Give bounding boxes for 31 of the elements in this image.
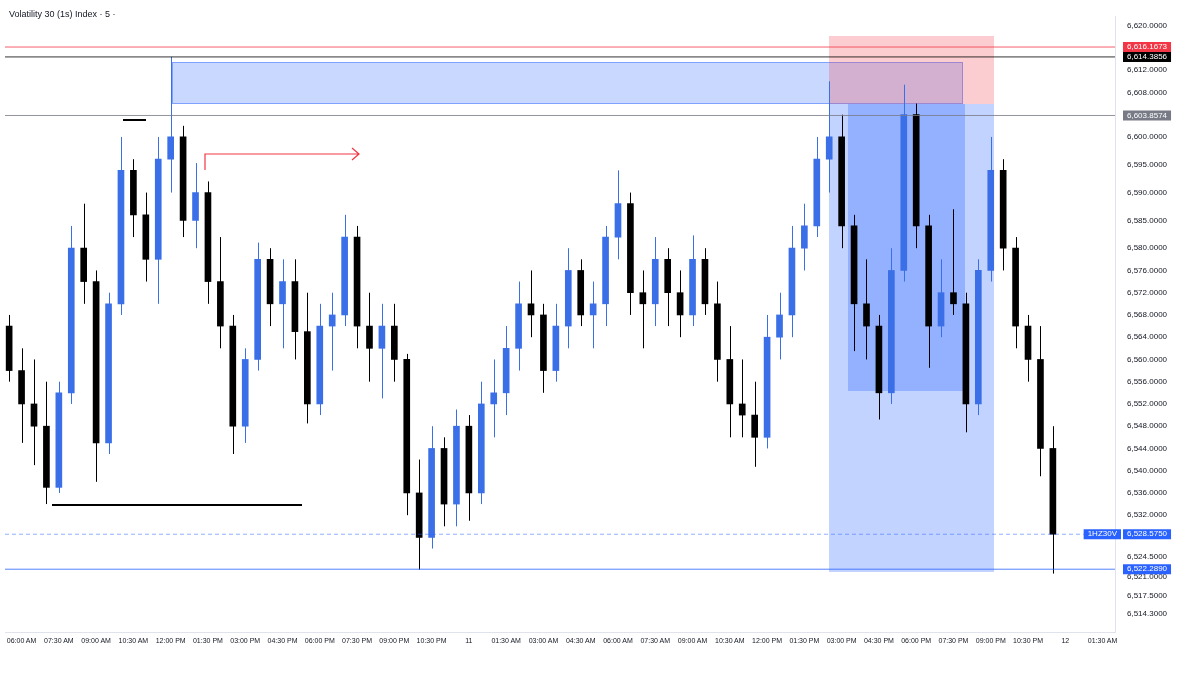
y-tick-label: 6,524.5000	[1127, 552, 1168, 562]
y-tick-label: 6,580.0000	[1127, 243, 1168, 253]
y-tick-label: 6,517.5000	[1127, 591, 1168, 601]
y-tick-label: 6,548.0000	[1127, 421, 1168, 431]
y-tick-label: 6,590.0000	[1127, 187, 1168, 197]
y-tick-label: 6,595.0000	[1127, 159, 1168, 169]
y-tick-label: 6,544.0000	[1127, 443, 1168, 453]
y-tick-label: 6,540.0000	[1127, 465, 1168, 475]
y-tick-label: 6,564.0000	[1127, 332, 1168, 342]
y-tick-label: 6,521.0000	[1127, 571, 1168, 581]
ref-line-label: 6,522.2890	[1127, 564, 1168, 574]
y-tick-label: 6,552.0000	[1127, 399, 1168, 409]
annotation: 1HZ30V	[1087, 529, 1118, 539]
chart-title: Volatility 30 (1s) Index · 5 ·	[9, 9, 116, 19]
y-tick-label: 6,576.0000	[1127, 265, 1168, 275]
y-tick-label: 6,560.0000	[1127, 354, 1168, 364]
ref-line-label: 6,614.3856	[1127, 52, 1168, 62]
y-tick-label: 6,568.0000	[1127, 310, 1168, 320]
y-tick-label: 6,612.0000	[1127, 65, 1168, 75]
ref-line-label: 6,616.1673	[1127, 42, 1168, 52]
y-tick-label: 6,556.0000	[1127, 376, 1168, 386]
y-tick-label: 6,572.0000	[1127, 287, 1168, 297]
y-tick-label: 6,585.0000	[1127, 215, 1168, 225]
y-tick-label: 6,514.3000	[1127, 608, 1168, 618]
y-tick-label: 6,600.0000	[1127, 132, 1168, 142]
y-tick-label: 6,608.0000	[1127, 87, 1168, 97]
y-tick-label: 6,620.0000	[1127, 20, 1168, 30]
y-tick-label: 6,532.0000	[1127, 510, 1168, 520]
ref-line-label: 6,528.5750	[1127, 529, 1168, 539]
ref-line-label: 6,603.8574	[1127, 110, 1168, 120]
y-tick-label: 6,536.0000	[1127, 488, 1168, 498]
